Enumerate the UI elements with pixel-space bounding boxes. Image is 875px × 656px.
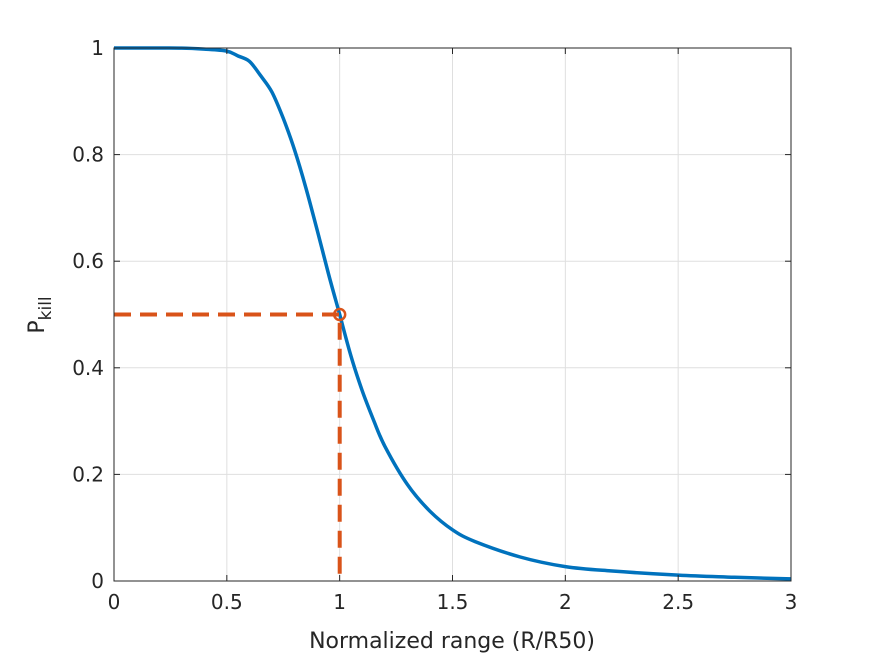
x-tick-label: 2 — [559, 590, 572, 614]
series-layer — [113, 46, 792, 581]
y-tick-label: 0.6 — [72, 249, 104, 273]
y-axis-label: Pkill — [25, 296, 56, 333]
x-tick-label: 1.5 — [437, 590, 469, 614]
y-tick-label: 1 — [91, 36, 104, 60]
threshold-dashed-line — [114, 312, 342, 581]
y-tick-label: 0.8 — [72, 143, 104, 167]
y-tick-label: 0 — [91, 569, 104, 593]
y-tick-label: 0.2 — [72, 462, 104, 486]
y-axis-label-main: P — [25, 320, 50, 333]
x-tick-label: 0.5 — [211, 590, 243, 614]
y-axis-label-subscript: kill — [36, 296, 56, 320]
r50-marker — [332, 307, 347, 322]
tick-labels: 0 0.5 1 1.5 2 2.5 3 0 0.2 0.4 0.6 0.8 1 — [72, 36, 797, 614]
x-tick-label: 0 — [108, 590, 121, 614]
x-tick-label: 2.5 — [662, 590, 694, 614]
ticks — [113, 47, 792, 582]
x-tick-label: 3 — [785, 590, 798, 614]
x-axis-label: Normalized range (R/R50) — [309, 629, 595, 654]
y-tick-label: 0.4 — [72, 356, 104, 380]
pkill-curve — [113, 46, 792, 581]
x-tick-label: 1 — [333, 590, 346, 614]
grid — [113, 47, 792, 582]
